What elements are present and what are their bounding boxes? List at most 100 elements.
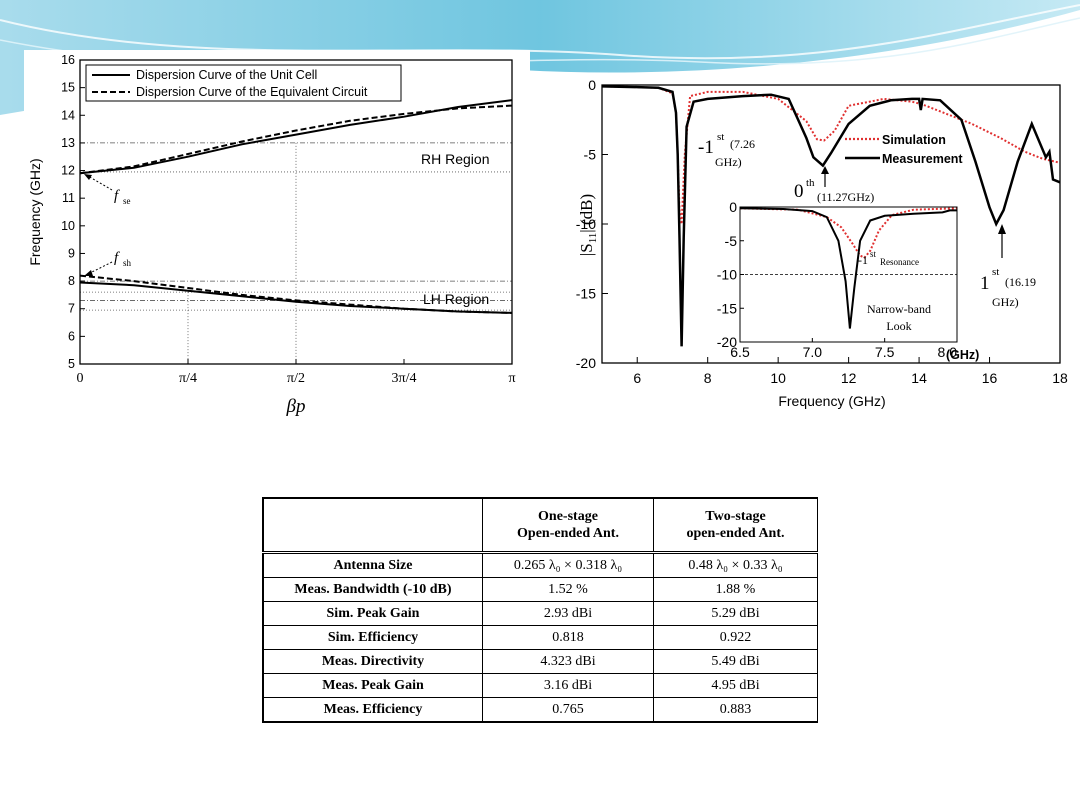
ann-p1-detail: (16.19 (1005, 275, 1036, 289)
one-stage-value-cell: 3.16 dBi (482, 673, 654, 698)
y-tick-label: -20 (576, 355, 596, 371)
chart-left-xlabel: βp (286, 396, 306, 417)
inset-note-2: Look (886, 319, 911, 333)
ann-m1-detail: (7.26 (730, 137, 755, 151)
x-tick-label: π/4 (179, 371, 197, 386)
inset-y-tick-label: 0 (729, 199, 737, 215)
inset-res-word: Resonance (880, 257, 919, 267)
inset-measurement-curve (739, 207, 957, 329)
inset-x-tick-label: 8.0 (938, 344, 958, 360)
annotation-zeroth: 0 th (11.27GHz) (794, 166, 874, 204)
row-label-cell: Meas. Bandwidth (-10 dB) (262, 577, 483, 602)
row-label-cell: Meas. Efficiency (262, 697, 483, 723)
y-tick-label: 0 (588, 77, 596, 93)
annotation-first: 1 st (16.19 GHz) (980, 224, 1036, 309)
ann-m1-detail2: GHz) (715, 155, 742, 169)
inset-y-tick-label: -20 (717, 334, 737, 350)
table-row: Sim. Peak Gain 2.93 dBi 5.29 dBi (262, 601, 818, 626)
y-tick-label: -10 (576, 216, 596, 232)
ann-0-main: 0 (794, 181, 804, 202)
inset-res-sup: st (870, 249, 877, 259)
fsh-annotation: f sh (84, 250, 132, 276)
table-row: Sim. Efficiency 0.818 0.922 (262, 625, 818, 650)
ann-p1-main: 1 (980, 273, 990, 294)
y-tick-label: 14 (61, 108, 75, 122)
inset-y-tick-label: -15 (717, 300, 737, 316)
one-stage-value-cell: 2.93 dBi (482, 601, 654, 626)
legend-unit-cell-label: Dispersion Curve of the Unit Cell (136, 68, 317, 82)
y-tick-label: -5 (584, 147, 597, 163)
table-row: Meas. Directivity 4.323 dBi 5.49 dBi (262, 649, 818, 674)
row-label-cell: Meas. Peak Gain (262, 673, 483, 698)
table-row: Meas. Bandwidth (-10 dB) 1.52 % 1.88 % (262, 577, 818, 602)
y-tick-label: 16 (61, 53, 75, 67)
two-stage-value-cell: 0.883 (653, 697, 818, 723)
one-stage-value-cell: 0.265 λ₀ × 0.318 λ₀ (482, 552, 654, 578)
row-label-cell: Antenna Size (262, 552, 483, 578)
chart-left-background (24, 50, 530, 420)
inset-note-1: Narrow-band (867, 302, 931, 316)
x-tick-label: π/2 (287, 371, 305, 386)
antenna-comparison-table: One-stage Open-ended Ant. Two-stage open… (262, 497, 818, 730)
two-stage-value-cell: 0.48 λ₀ × 0.33 λ₀ (653, 552, 818, 578)
header-one-stage-l2: Open-ended Ant. (517, 526, 619, 541)
table-body: Antenna Size 0.265 λ₀ × 0.318 λ₀ 0.48 λ₀ ×… (262, 552, 818, 723)
two-stage-value-cell: 5.49 dBi (653, 649, 818, 674)
x-tick-label: 12 (841, 370, 857, 386)
fse-sub-label: se (123, 196, 131, 206)
one-stage-value-cell: 4.323 dBi (482, 649, 654, 674)
one-stage-value-cell: 0.818 (482, 625, 654, 650)
inset-res-main: -1 (858, 253, 868, 267)
inset-x-unit: (GHz) (946, 348, 979, 362)
ylabel-sub: 11 (587, 233, 599, 244)
two-stage-value-cell: 1.88 % (653, 577, 818, 602)
y-tick-label: 7 (68, 302, 75, 316)
chart-right-ylabel: |S11| (dB) (577, 194, 599, 256)
x-tick-label: 8 (704, 370, 712, 386)
y-tick-label: 8 (68, 274, 75, 288)
table-row: Meas. Peak Gain 3.16 dBi 4.95 dBi (262, 673, 818, 698)
x-tick-label: 6 (633, 370, 641, 386)
inset-chart: 0 -5 -10 -15 -20 6.5 7.0 7.5 8.0 (GHz) -1 st Re… (717, 199, 980, 362)
ann-m1-sup: st (717, 131, 724, 143)
x-tick-label: 10 (770, 370, 786, 386)
legend-equivalent-circuit-label: Dispersion Curve of the Equivalent Circu… (136, 85, 368, 99)
ann-p1-detail2: GHz) (992, 295, 1019, 309)
svg-text:|S11| (dB): |S11| (dB) (577, 194, 599, 256)
s11-chart: 0-5-10-15-20 6 8 10 12 14 16 18 Simulation Mea… (576, 77, 1068, 409)
chart-left-legend: Dispersion Curve of the Unit Cell Disper… (85, 64, 402, 102)
equivalent-circuit-branch-rh (79, 104, 513, 175)
inset-simulation-curve (739, 207, 958, 259)
header-one-stage: One-stage Open-ended Ant. (482, 497, 654, 554)
x-tick-label: 18 (1052, 370, 1068, 386)
x-tick-label: 14 (911, 370, 927, 386)
header-two-stage-l2: open-ended Ant. (686, 526, 785, 541)
annotation-minus-first: -1 st (7.26 GHz) (698, 131, 755, 169)
row-label-cell: Sim. Efficiency (262, 625, 483, 650)
chart-right-legend: Simulation Measurement (845, 133, 963, 166)
y-tick-label: 15 (61, 81, 75, 95)
ann-0-sup: th (806, 177, 815, 189)
y-tick-label: 5 (68, 357, 75, 371)
y-tick-label: 9 (68, 246, 75, 260)
equivalent-circuit-branch-lh (79, 274, 513, 314)
dispersion-chart: 5 6 7 8 9 10 11 12 13 14 15 16 0 π/4 π/2 3π/4 π Dispers… (24, 50, 530, 420)
chart-left-ylabel: Frequency (GHz) (27, 158, 43, 265)
y-tick-label: 13 (61, 136, 75, 150)
one-stage-value-cell: 1.52 % (482, 577, 654, 602)
y-tick-label: 10 (61, 219, 75, 233)
inset-y-tick-label: -5 (725, 233, 738, 249)
fse-f-label: f (114, 188, 120, 204)
two-stage-value-cell: 4.95 dBi (653, 673, 818, 698)
x-tick-label: π (508, 371, 515, 386)
y-tick-label: 6 (68, 329, 75, 343)
inset-x-tick-label: 6.5 (730, 344, 750, 360)
x-tick-label: 0 (77, 371, 84, 386)
inset-x-tick-label: 7.0 (803, 344, 823, 360)
two-stage-value-cell: 0.922 (653, 625, 818, 650)
header-one-stage-l1: One-stage (538, 509, 598, 524)
inset-y-tick-label: -10 (717, 267, 737, 283)
x-tick-label: 16 (982, 370, 998, 386)
lh-region-label: LH Region (423, 291, 489, 307)
table-header-row: One-stage Open-ended Ant. Two-stage open… (262, 497, 818, 554)
